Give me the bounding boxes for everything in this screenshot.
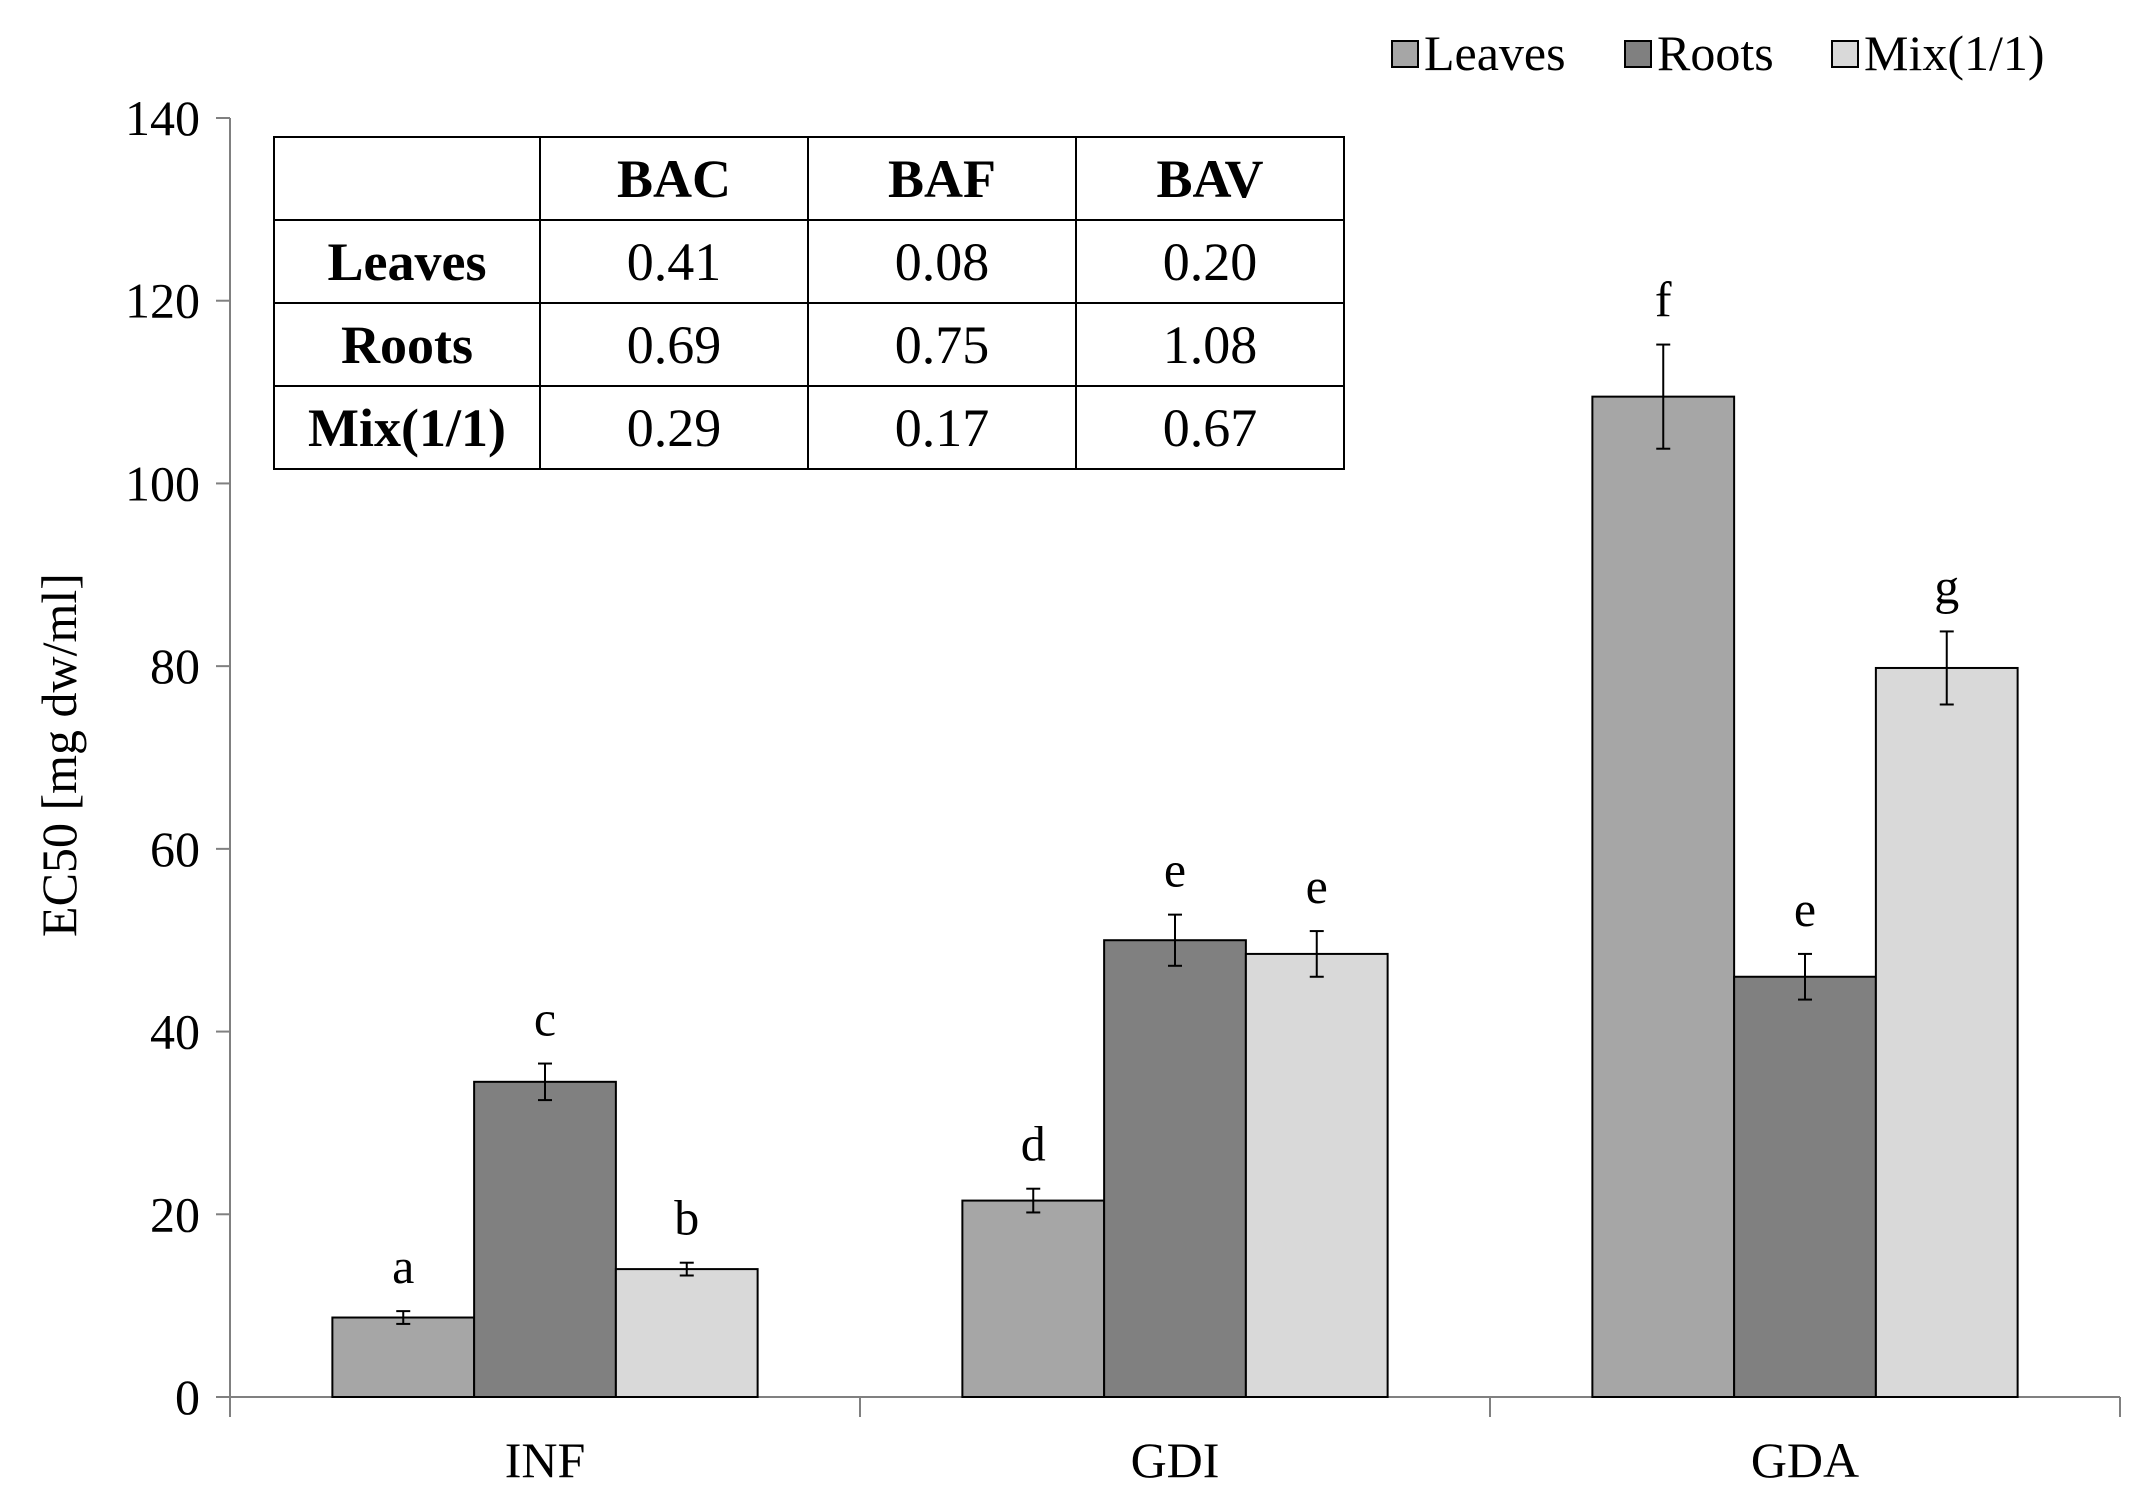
axes: 0 20 40 60 80 100 120 140 INF GDI GDA [125,90,2121,1488]
inset-table-header-bav: BAV [1075,136,1345,221]
legend-swatch [1391,40,1419,68]
inset-table-cell: 0.67 [1075,385,1345,470]
bar [614,1268,759,1398]
inset-table-cell: 0.17 [807,385,1077,470]
y-tick-label: 20 [150,1186,200,1242]
y-tick-label: 0 [175,1369,200,1425]
legend-label: Leaves [1424,25,1566,81]
inset-table-cell: 0.08 [807,219,1077,304]
data-label: e [1794,881,1816,937]
y-tick-label: 80 [150,638,200,694]
inset-table-header-bac: BAC [539,136,809,221]
bar [1874,666,2019,1398]
inset-table-row: Leaves 0.41 0.08 0.20 [273,219,1345,304]
inset-table-row: Mix(1/1) 0.29 0.17 0.67 [273,385,1345,470]
data-label: c [534,991,556,1047]
bar [473,1080,617,1398]
y-tick-label: 60 [150,821,200,877]
inset-table-cell: 0.75 [807,302,1077,387]
y-tick-label: 40 [150,1004,200,1060]
inset-table-row-label: Leaves [273,219,541,304]
bar [331,1316,476,1398]
data-label: a [392,1238,414,1294]
inset-table-cell: 1.08 [1075,302,1345,387]
x-tick-label: GDA [1751,1432,1859,1488]
legend: Leaves Roots Mix(1/1) [1391,25,2045,81]
inset-table-cell: 0.29 [539,385,809,470]
data-label: f [1655,272,1672,328]
inset-table-cell: 0.69 [539,302,809,387]
inset-table-row-label: Roots [273,302,541,387]
bar [1103,939,1247,1398]
bar [1244,952,1389,1398]
data-label: g [1934,558,1959,614]
bar-labels: a c b d e e f e g [392,272,1959,1295]
inset-table-cell: 0.20 [1075,219,1345,304]
inset-table-cell: 0.41 [539,219,809,304]
y-axis-label: EC50 [mg dw/ml] [31,573,87,937]
inset-table-header-row: BAC BAF BAV [273,136,1345,221]
y-tick-label: 100 [125,455,200,511]
legend-swatch [1831,40,1859,68]
data-label: e [1164,842,1186,898]
data-label: e [1306,858,1328,914]
bar [961,1199,1106,1399]
legend-swatch [1624,40,1652,68]
data-label: b [674,1190,699,1246]
inset-table-header-baf: BAF [807,136,1077,221]
inset-table-row-label: Mix(1/1) [273,385,541,470]
legend-label: Mix(1/1) [1864,25,2045,81]
x-tick-label: INF [505,1432,586,1488]
y-tick-label: 140 [125,90,200,146]
inset-table: BAC BAF BAV Leaves 0.41 0.08 0.20 Roots … [273,136,1345,470]
inset-table-row: Roots 0.69 0.75 1.08 [273,302,1345,387]
bars [331,343,2019,1399]
y-tick-label: 120 [125,273,200,329]
data-label: d [1021,1116,1046,1172]
inset-table-corner [273,136,541,221]
x-tick-label: GDI [1131,1432,1220,1488]
legend-label: Roots [1657,25,1774,81]
bar [1733,975,1877,1398]
bar [1591,395,1736,1398]
